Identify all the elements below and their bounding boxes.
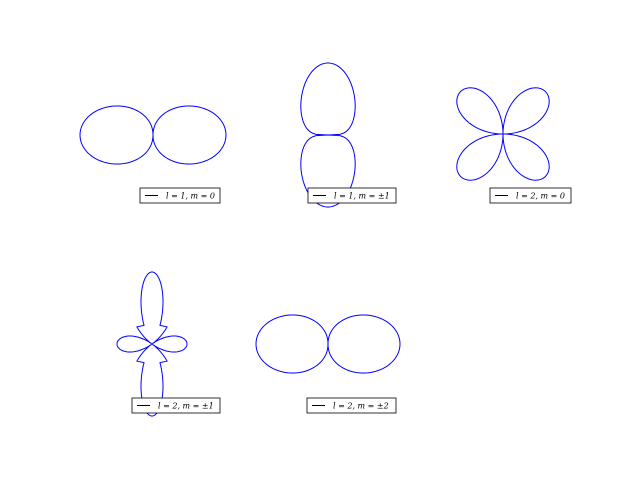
legend-box (131, 397, 221, 414)
subplot-l1-m0: l = 1, m = 0 (79, 105, 227, 204)
subplot-l2-m0: l = 2, m = 0 (456, 87, 572, 204)
subplot-l2-m2: l = 2, m = ±2 (255, 314, 401, 414)
legend-label: l = 1, m = 0 (166, 192, 215, 201)
legend-box (307, 187, 397, 204)
legend-l2-m1: l = 2, m = ±1 (131, 397, 221, 414)
curve-l2-m2 (255, 314, 401, 374)
subplot-l1-m1: l = 1, m = ±1 (300, 62, 397, 208)
legend-box (489, 187, 572, 204)
legend-l1-m1: l = 1, m = ±1 (307, 187, 397, 204)
legend-box (306, 397, 397, 414)
legend-l1-m0: l = 1, m = 0 (139, 187, 221, 204)
curve-l2-m1 (116, 271, 188, 417)
legend-l2-m2: l = 2, m = ±2 (306, 397, 397, 414)
curve-l2-m0 (456, 87, 550, 181)
legend-label: l = 1, m = ±1 (334, 192, 390, 201)
legend-label: l = 2, m = 0 (516, 192, 565, 201)
legend-l2-m0: l = 2, m = 0 (489, 187, 572, 204)
subplot-l2-m1: l = 2, m = ±1 (116, 271, 221, 417)
legend-box (139, 187, 221, 204)
legend-label: l = 2, m = ±1 (158, 402, 214, 411)
legend-label: l = 2, m = ±2 (333, 402, 389, 411)
curve-l1-m0 (79, 105, 227, 165)
